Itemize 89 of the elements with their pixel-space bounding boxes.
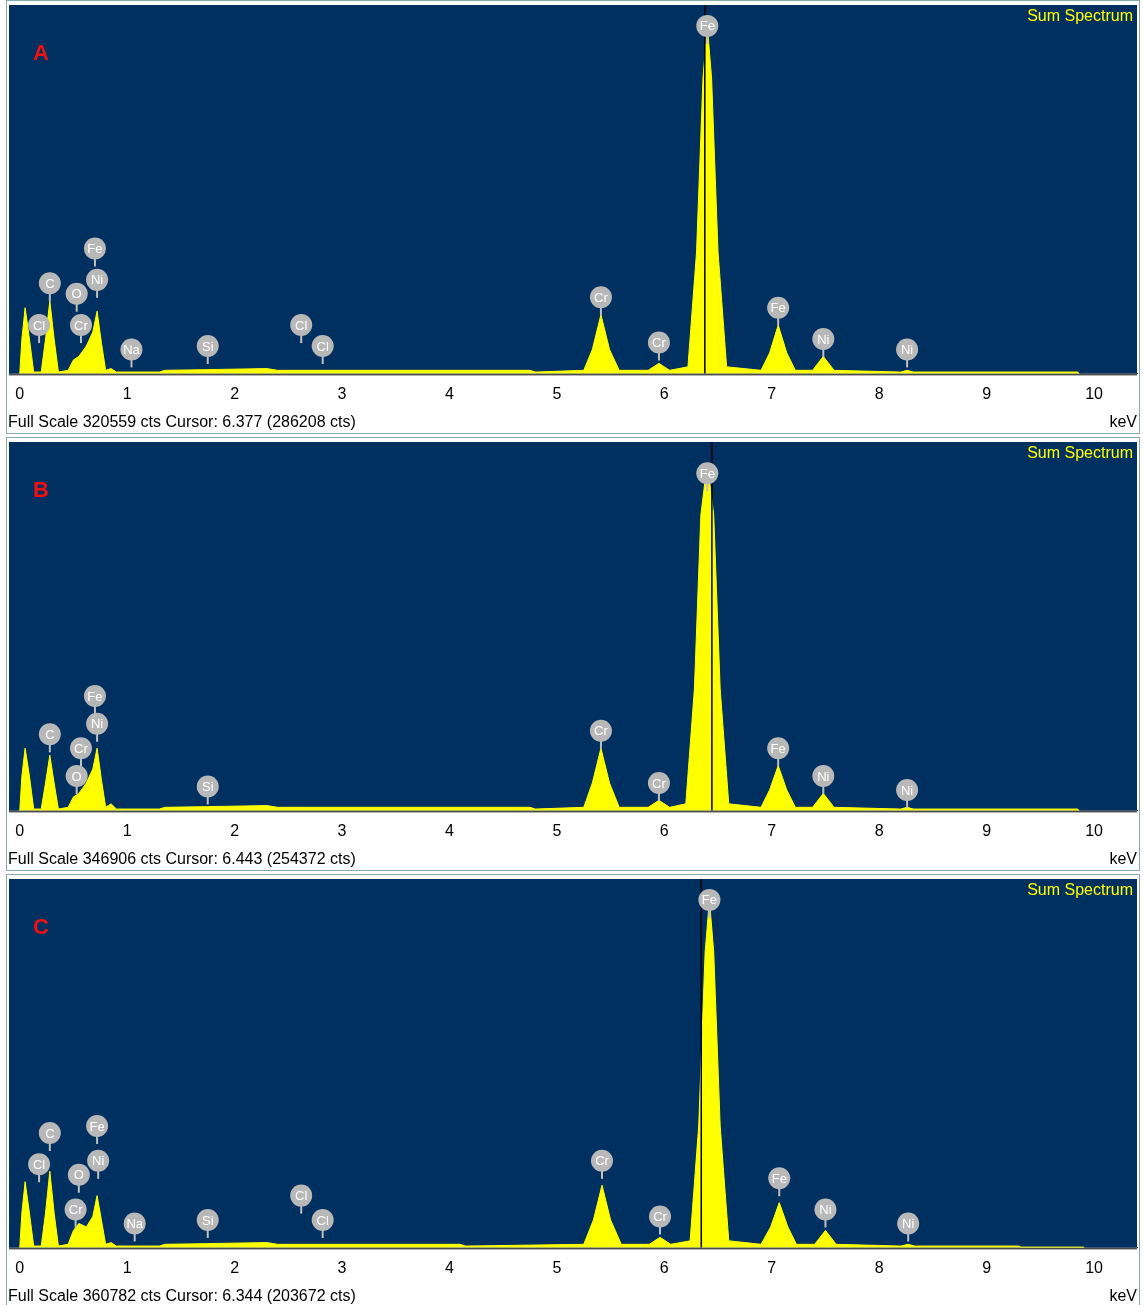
annotation: Fe [87, 241, 103, 257]
chart-title: Sum Spectrum [1027, 7, 1133, 25]
x-tick-label: 9 [982, 821, 992, 839]
annotation: Fe [770, 740, 786, 756]
annotation: Fe [771, 1170, 787, 1186]
annotation: Ni [90, 716, 104, 732]
x-tick-label: 0 [15, 384, 25, 402]
x-tick-label: 4 [445, 821, 454, 839]
annotation: C [45, 275, 55, 291]
annotation: Fe [770, 300, 786, 316]
x-tick-label: 8 [874, 821, 884, 839]
annotation: O [71, 768, 82, 784]
x-tick-label: 8 [874, 384, 884, 402]
x-tick-label: 0 [15, 1258, 25, 1276]
annotation: Si [201, 338, 214, 354]
x-tick-label: 2 [230, 384, 240, 402]
annotation: Si [201, 1212, 214, 1228]
x-axis-title: keV [1109, 1287, 1138, 1305]
annotation: Fe [699, 18, 715, 34]
x-tick-label: 4 [445, 1258, 454, 1276]
annotation: Cl [32, 1156, 46, 1172]
annotation: Cr [68, 1202, 84, 1218]
x-tick-label: 1 [122, 821, 132, 839]
x-tick-label: 6 [659, 384, 669, 402]
annotation: Ni [900, 782, 914, 798]
annotation: Cl [316, 338, 329, 354]
x-axis-title: keV [1109, 413, 1138, 431]
annotation: Cl [32, 317, 46, 333]
annotation: Cr [595, 1153, 610, 1169]
x-tick-label: 9 [982, 1258, 992, 1276]
x-tick-label: 5 [552, 821, 562, 839]
annotation: Cr [74, 740, 89, 756]
x-tick-label: 3 [337, 821, 347, 839]
annotation: O [73, 1167, 84, 1183]
annotation: Fe [89, 1118, 105, 1134]
annotation: Cr [652, 335, 667, 351]
annotation: Fe [699, 465, 715, 481]
annotation: Fe [87, 688, 103, 704]
annotation: Na [123, 342, 141, 358]
annotation: Cl [316, 1212, 329, 1228]
annotation: Na [126, 1216, 144, 1232]
x-tick-label: 6 [659, 1258, 669, 1276]
annotation: C [45, 1125, 55, 1141]
text: Full Scale 346906 cts Cursor: 6.443 (254372 cts) [8, 850, 356, 868]
x-tick-label: 8 [874, 1258, 884, 1276]
annotation: Cl [295, 317, 308, 333]
annotation: Ni [817, 768, 830, 784]
x-tick-label: 9 [982, 384, 992, 402]
x-tick-label: 5 [552, 1258, 562, 1276]
x-tick-label: 3 [337, 1258, 347, 1276]
annotation: Ni [819, 1202, 832, 1218]
annotation: Si [201, 779, 214, 795]
annotation: Cr [594, 723, 609, 739]
x-tick-label: 6 [659, 821, 669, 839]
annotation: Ni [900, 342, 914, 358]
x-tick-label: 5 [552, 384, 562, 402]
x-tick-label: 1 [122, 1258, 132, 1276]
annotation: Cr [653, 1209, 668, 1225]
x-tick-label: 4 [445, 384, 454, 402]
annotation: C [45, 726, 55, 742]
x-tick-label: 7 [767, 1258, 777, 1276]
x-tick-label: 10 [1085, 821, 1104, 839]
annotation: Ni [902, 1216, 915, 1232]
x-tick-label: 3 [337, 384, 347, 402]
annotation: O [71, 286, 82, 302]
x-tick-label: 7 [767, 384, 777, 402]
annotation: Ni [90, 272, 104, 288]
x-tick-label: 7 [767, 821, 777, 839]
annotation: Ni [92, 1153, 105, 1169]
text: Full Scale 320559 cts Cursor: 6.377 (286208 cts) [8, 413, 356, 431]
x-tick-label: 0 [15, 821, 25, 839]
annotation: Cr [652, 775, 667, 791]
x-tick-label: 10 [1085, 1258, 1104, 1276]
text: Full Scale 360782 cts Cursor: 6.344 (203672 cts) [8, 1287, 356, 1305]
annotation: A [33, 40, 49, 66]
chart-title: Sum Spectrum [1027, 881, 1133, 899]
x-axis-title: keV [1109, 850, 1138, 868]
annotation: Cr [594, 289, 609, 305]
x-tick-label: 10 [1085, 384, 1104, 402]
x-tick-label: 2 [230, 821, 240, 839]
annotation: B [33, 477, 49, 503]
chart-title: Sum Spectrum [1027, 444, 1133, 462]
annotation: Fe [701, 892, 718, 908]
annotation: Cr [74, 317, 89, 333]
annotation: C [33, 914, 49, 940]
annotation: Cl [295, 1188, 308, 1204]
annotation: Ni [817, 331, 830, 347]
x-tick-label: 1 [122, 384, 132, 402]
x-tick-label: 2 [230, 1258, 240, 1276]
